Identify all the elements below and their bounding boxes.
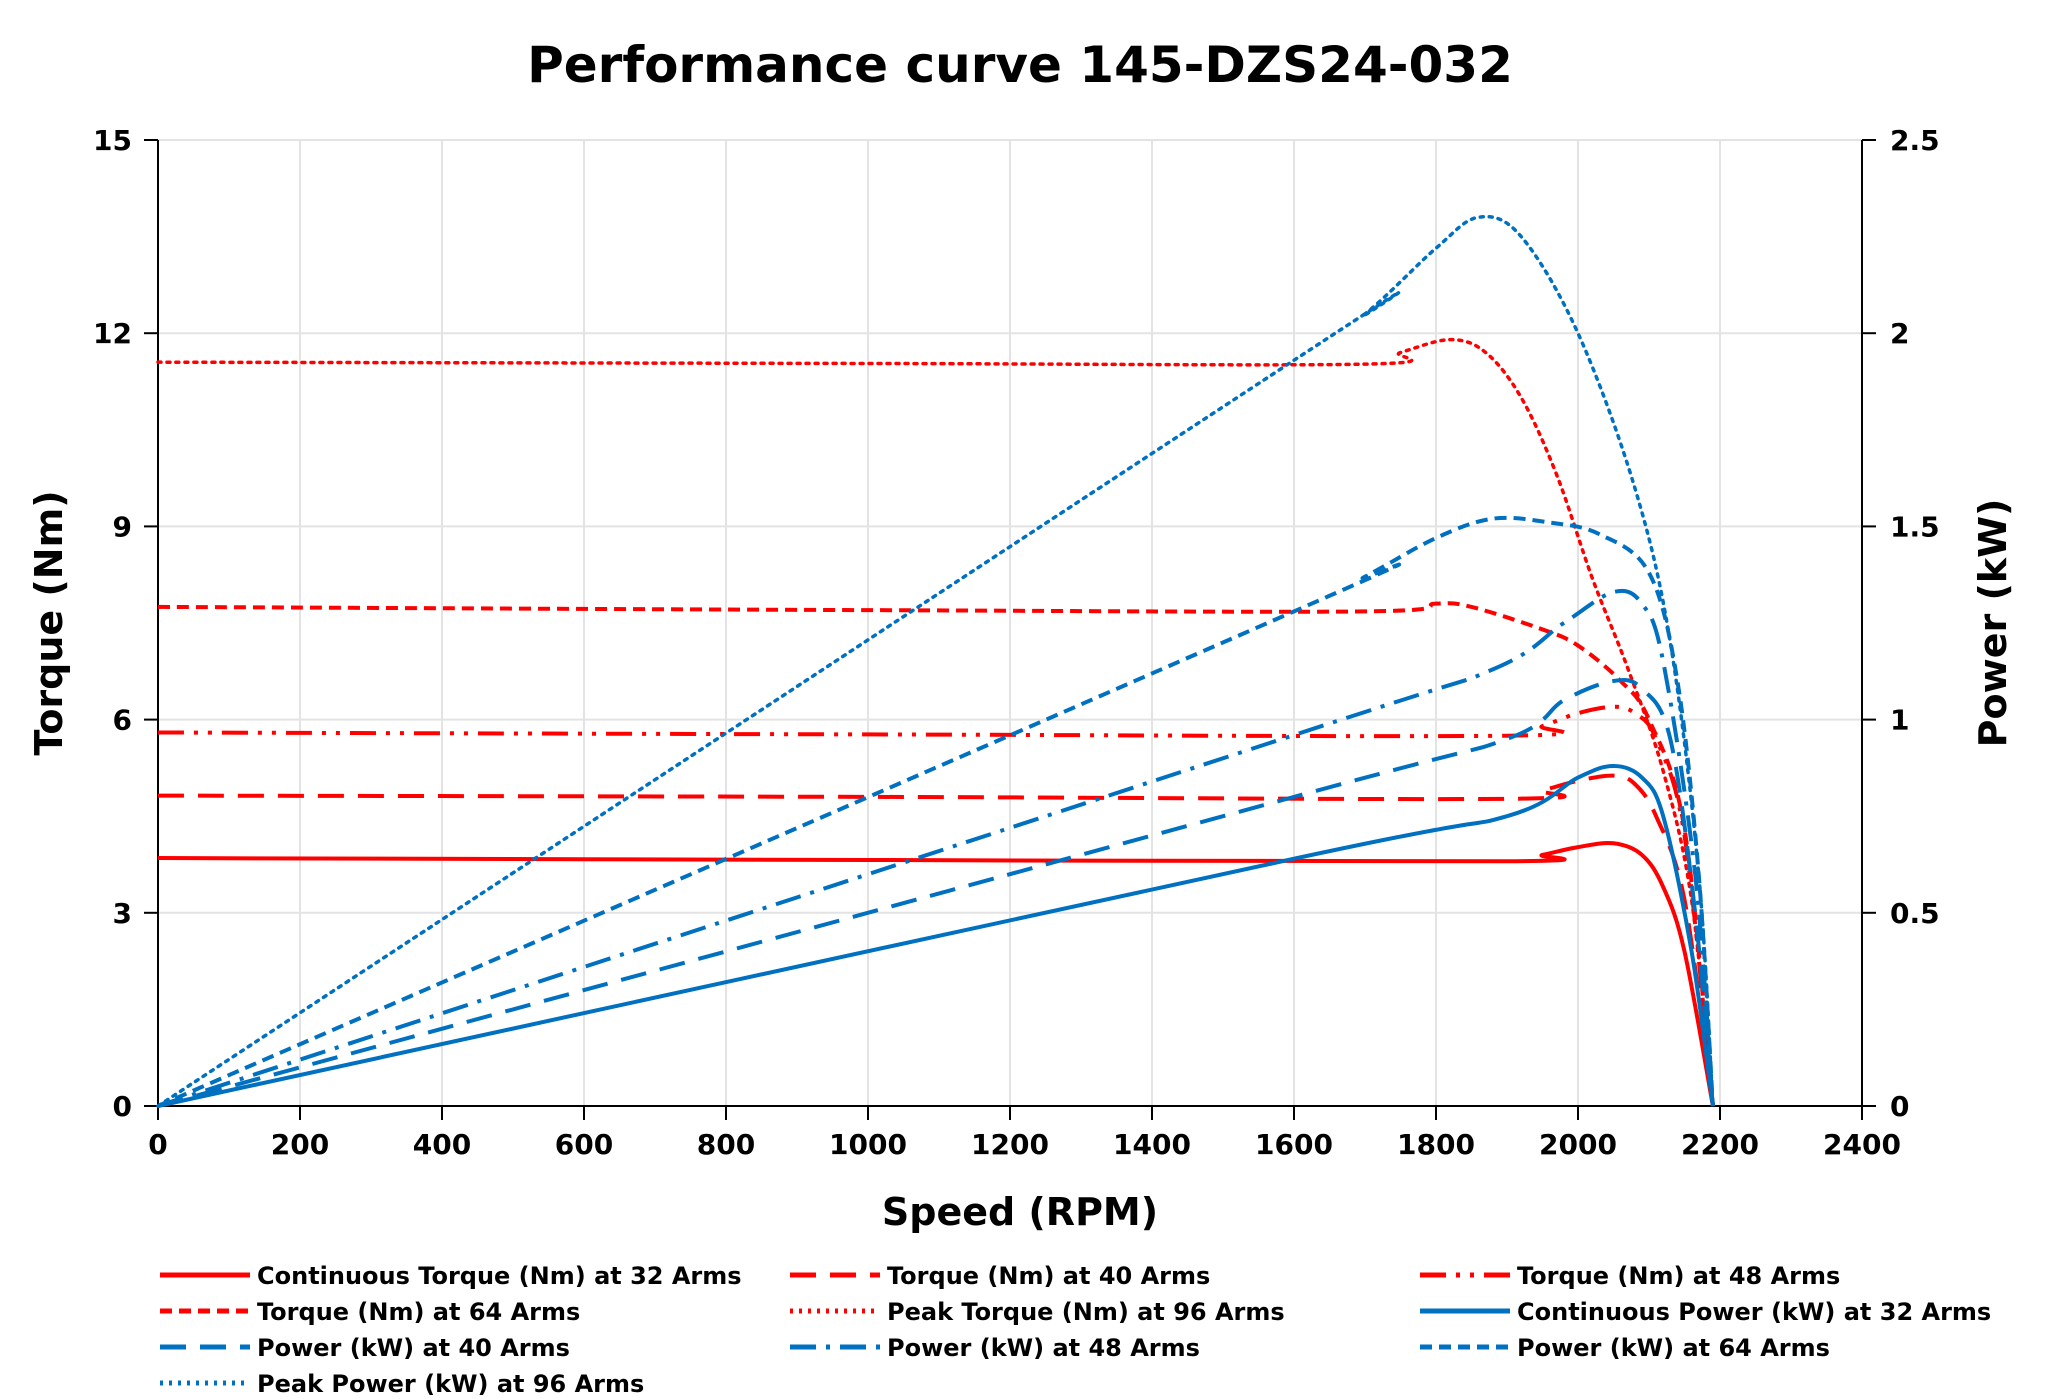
- y2-tick-label: 0: [1890, 1090, 1909, 1123]
- legend-label: Continuous Power (kW) at 32 Arms: [1517, 1298, 1991, 1326]
- y2-tick-label: 0.5: [1890, 897, 1940, 930]
- legend-label: Continuous Torque (Nm) at 32 Arms: [257, 1262, 742, 1290]
- y2-axis-label: Power (kW): [1971, 499, 2015, 748]
- grid: [157, 139, 1863, 1107]
- legend-label: Power (kW) at 40 Arms: [257, 1334, 570, 1362]
- x-axis-label: Speed (RPM): [882, 1190, 1158, 1234]
- x-tick-label: 1600: [1255, 1128, 1333, 1161]
- legend-label: Torque (Nm) at 40 Arms: [887, 1262, 1210, 1290]
- y-tick-label: 9: [113, 510, 132, 543]
- y-tick-label: 0: [113, 1090, 132, 1123]
- y-tick-label: 12: [93, 317, 132, 350]
- y2-tick-label: 2.5: [1890, 124, 1940, 157]
- series-line-3: [157, 704, 1715, 1107]
- legend-label: Power (kW) at 64 Arms: [1517, 1334, 1830, 1362]
- y-tick-label: 3: [113, 897, 132, 930]
- series-line-4: [157, 601, 1715, 1107]
- series-line-6: [157, 763, 1715, 1108]
- x-tick-label: 0: [148, 1128, 167, 1161]
- axes: 0 200 400 600 800 1000 1200 1400 1600 1800 2000 220…: [93, 124, 1940, 1161]
- y2-tick-label: 1: [1890, 704, 1909, 737]
- x-tick-label: 200: [271, 1128, 329, 1161]
- legend-label: Peak Torque (Nm) at 96 Arms: [887, 1298, 1285, 1326]
- series-line-5: [156, 337, 1715, 1108]
- y-tick-label: 15: [93, 124, 132, 157]
- series-line-8: [157, 588, 1715, 1108]
- x-tick-label: 2000: [1539, 1128, 1617, 1161]
- x-tick-label: 1200: [971, 1128, 1049, 1161]
- x-tick-label: 2200: [1681, 1128, 1759, 1161]
- legend-label: Peak Power (kW) at 96 Arms: [257, 1370, 644, 1395]
- series-line-10: [156, 215, 1715, 1108]
- x-tick-label: 1800: [1397, 1128, 1475, 1161]
- legend-label: Torque (Nm) at 48 Arms: [1517, 1262, 1840, 1290]
- series-lines: [156, 215, 1715, 1108]
- series-line-1: [157, 840, 1715, 1107]
- x-tick-label: 1000: [829, 1128, 907, 1161]
- y-tick-label: 6: [113, 704, 132, 737]
- y-axis-label: Torque (Nm): [27, 490, 71, 755]
- legend: Continuous Torque (Nm) at 32 Arms Torque …: [160, 1262, 1991, 1398]
- y2-tick-label: 2: [1890, 317, 1909, 350]
- x-tick-label: 400: [413, 1128, 471, 1161]
- x-tick-label: 600: [555, 1128, 613, 1161]
- x-tick-label: 2400: [1823, 1128, 1901, 1161]
- series-line-7: [157, 677, 1715, 1108]
- legend-label: Power (kW) at 48 Arms: [887, 1334, 1200, 1362]
- chart-title: Performance curve 145-DZS24-032: [527, 36, 1513, 94]
- legend-label: Torque (Nm) at 64 Arms: [257, 1298, 580, 1326]
- x-tick-label: 1400: [1113, 1128, 1191, 1161]
- x-tick-label: 800: [697, 1128, 755, 1161]
- y2-tick-label: 1.5: [1890, 510, 1940, 543]
